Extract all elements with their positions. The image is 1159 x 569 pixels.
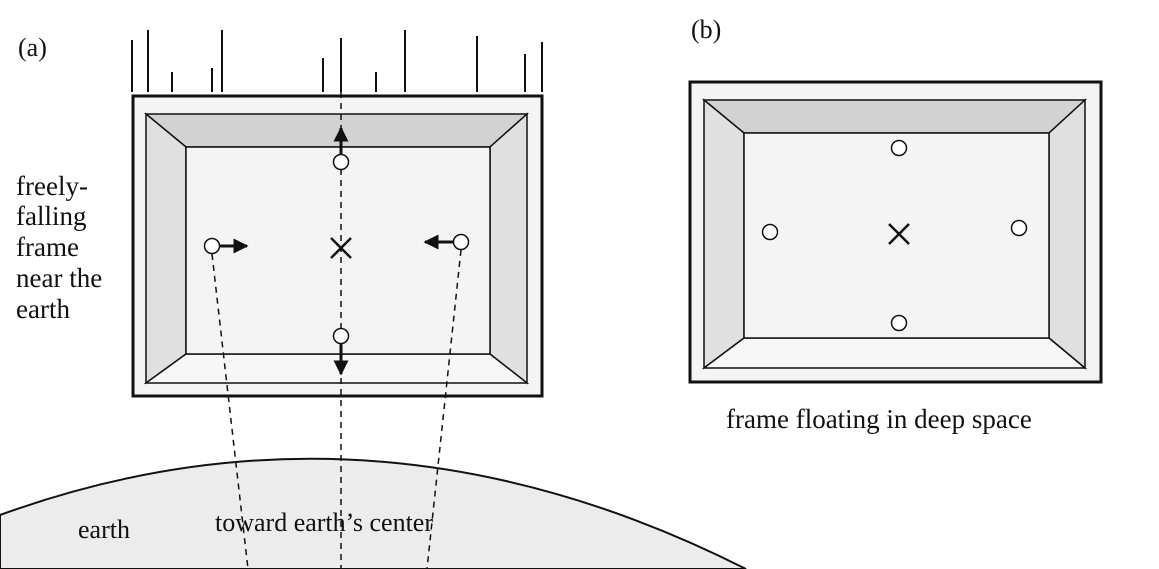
ball-icon [332, 153, 350, 171]
top-tick-marks [131, 30, 543, 92]
frame-bottom-bevel [143, 353, 530, 384]
earth-surface [0, 457, 747, 569]
panel-b-caption: frame floating in deep space [726, 404, 1032, 434]
center-direction-label: toward earth’s center [215, 508, 433, 537]
panel-a-label: (a) [18, 33, 47, 62]
falling-frame-box [131, 94, 544, 398]
side-label-line: frame [16, 232, 79, 262]
side-label-line: earth [16, 294, 70, 324]
frame-right-bevel [1048, 98, 1086, 370]
left-dashed-line [211, 253, 249, 569]
frame-right-bevel [489, 112, 528, 385]
cross-marker-icon [330, 237, 352, 259]
frame-top-bevel [143, 113, 529, 148]
panel-a: (a) freely- falling frame near the earth [0, 30, 747, 569]
ball-icon [452, 233, 470, 251]
side-label-line: near the [16, 263, 102, 293]
ball-icon [203, 237, 221, 255]
ball-icon [332, 327, 350, 345]
frame-left-bevel [703, 98, 745, 370]
frame-top-bevel [701, 99, 1087, 134]
ball-icon [1010, 219, 1028, 237]
frame-bottom-bevel [701, 337, 1088, 369]
panel-b-label: (b) [691, 15, 721, 44]
ball-left [203, 237, 249, 255]
side-label-line: freely- [16, 171, 88, 201]
convergence-lines [211, 92, 462, 569]
earth-label: earth [78, 515, 130, 544]
ball-icon [890, 139, 908, 157]
ball-top [332, 126, 350, 171]
ball-right [423, 233, 470, 251]
side-label-line: falling [16, 201, 86, 231]
ball-bottom [332, 327, 350, 376]
ball-icon [761, 223, 779, 241]
side-label: freely- falling frame near the earth [16, 171, 109, 324]
right-dashed-line [426, 249, 462, 569]
cross-marker-icon [888, 223, 910, 245]
ball-icon [890, 314, 908, 332]
frame-left-bevel [145, 112, 187, 385]
panel-b: (b) frame floating in deep space [688, 15, 1103, 434]
